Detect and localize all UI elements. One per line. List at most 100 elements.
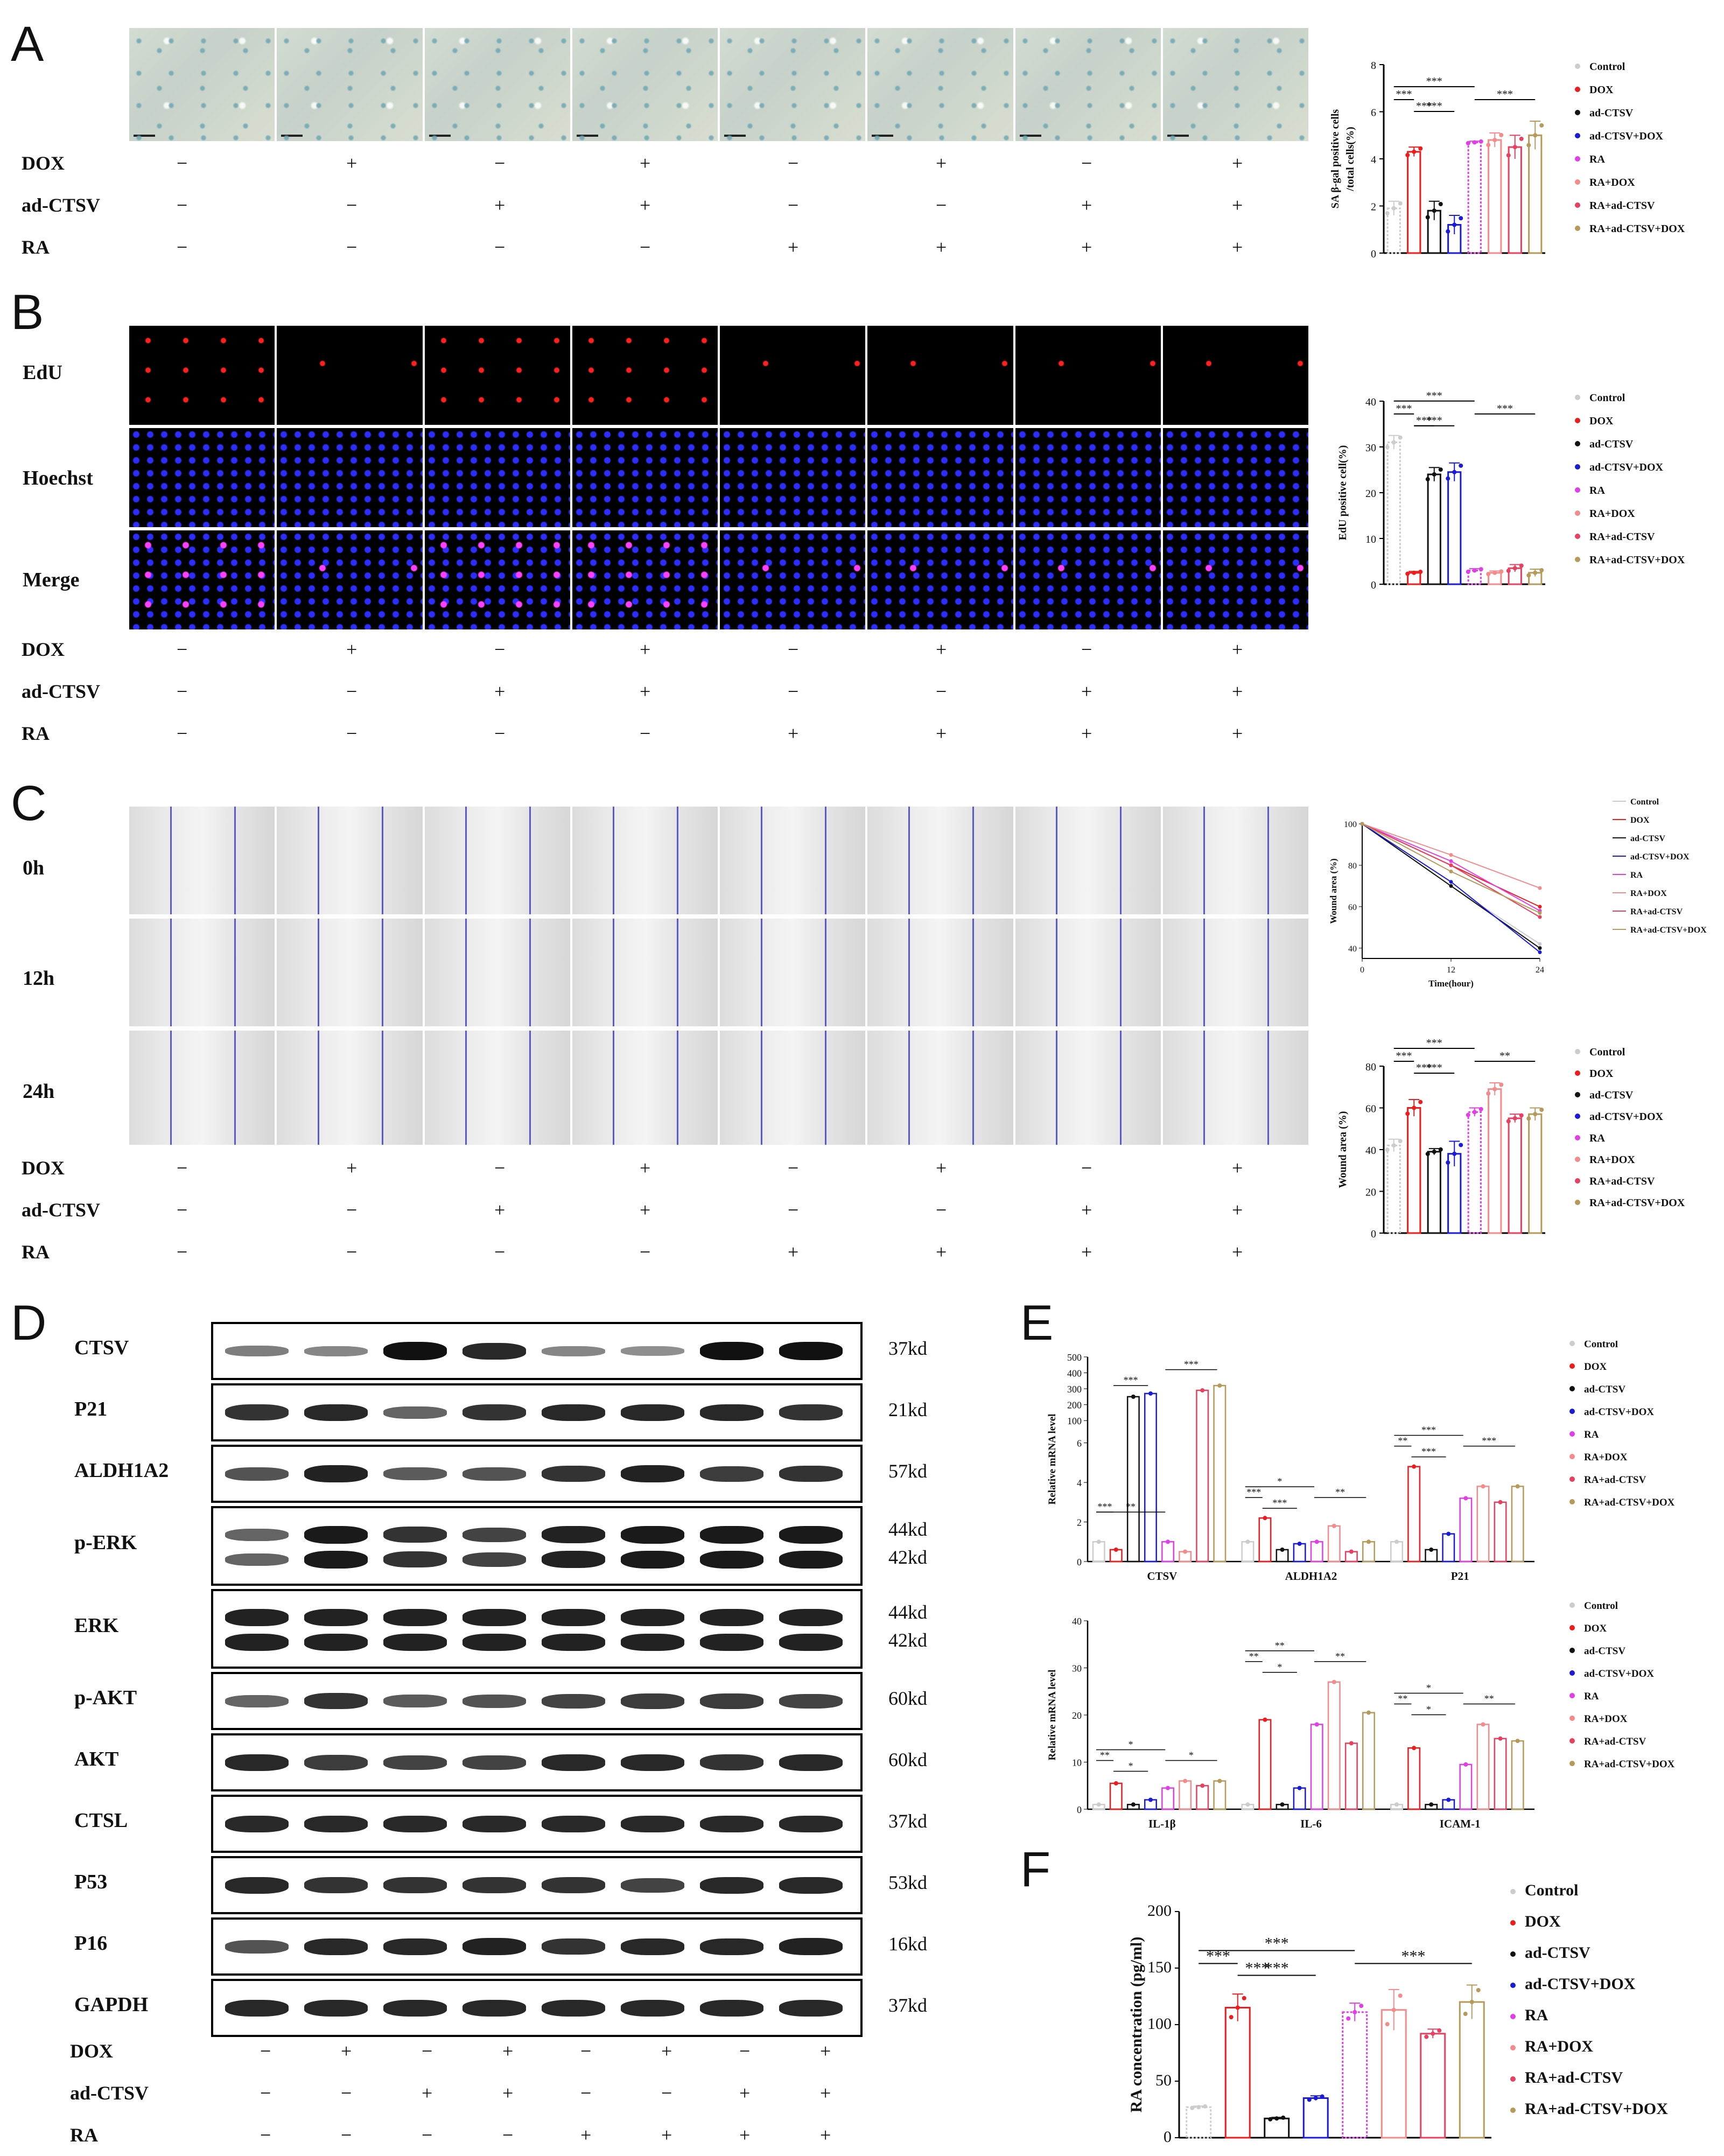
blot-band (700, 1999, 763, 2017)
treatment-mark: − (346, 1241, 358, 1263)
blot-band (542, 1999, 605, 2017)
treatment-mark: − (260, 2082, 271, 2104)
blot-band (304, 1465, 368, 1482)
treatment-mark: − (788, 1157, 799, 1179)
legend-marker (1510, 1951, 1516, 1957)
row-label-0h: 0h (23, 857, 45, 879)
significance-label: *** (1416, 100, 1432, 112)
blot-label: p-AKT (74, 1686, 137, 1709)
significance-label: ** (1100, 1750, 1110, 1761)
micrograph (1162, 428, 1308, 527)
blot-band (542, 1466, 605, 1482)
treatment-mark: + (788, 1241, 799, 1263)
legend-entry: RA (1630, 871, 1643, 880)
treatment-label-adctsv: ad-CTSV (22, 1199, 101, 1221)
data-point (1200, 1388, 1205, 1393)
significance-label: *** (1426, 1062, 1442, 1074)
data-point (1280, 1802, 1285, 1807)
blot-band (621, 1404, 684, 1421)
micrograph (867, 807, 1013, 914)
blot-label: P16 (74, 1932, 108, 1955)
bar (1196, 1389, 1209, 1563)
bar-ra (1467, 570, 1482, 585)
legend-entry: RA+DOX (1589, 1154, 1635, 1166)
treatment-mark: + (936, 236, 947, 258)
data-point (1131, 1802, 1136, 1807)
bar-ra-ad-ctsv-dox (1459, 2001, 1485, 2139)
significance-label: *** (1272, 1497, 1287, 1508)
data-point (1307, 2097, 1312, 2102)
treatment-mark: − (502, 2124, 514, 2146)
data-point (1148, 1391, 1153, 1396)
blot-band (700, 1466, 763, 1482)
blot-band (700, 1754, 763, 1770)
y-axis-label: EdU positive cell(%) (1337, 445, 1349, 541)
treatment-mark: − (177, 681, 188, 702)
legend-marker (1575, 110, 1580, 115)
blot-band (225, 1999, 289, 2017)
blot-band (621, 1815, 684, 1832)
significance-label: * (1277, 1662, 1282, 1672)
bar-control (1386, 1144, 1401, 1234)
bar (1293, 1543, 1306, 1563)
bar-ad-ctsv (1427, 1151, 1441, 1234)
bar (1126, 1396, 1140, 1563)
treatment-mark: − (494, 723, 506, 744)
y-tick-label: 20 (1365, 488, 1376, 500)
legend-entry: RA+DOX (1589, 177, 1635, 188)
treatment-mark: − (1081, 152, 1092, 174)
micrograph (720, 807, 866, 914)
legend-entry: DOX (1584, 1361, 1607, 1373)
blot-band (304, 1754, 368, 1770)
y-tick-label: 100 (1147, 2015, 1172, 2033)
data-point (1385, 211, 1390, 216)
legend-entry: RA+ad-CTSV+DOX (1589, 554, 1685, 566)
treatment-mark: − (640, 1241, 651, 1263)
micrograph (129, 428, 275, 527)
sa-bgal-image-strip (129, 28, 1308, 141)
legend-entry: RA+ad-CTSV+DOX (1525, 2100, 1668, 2118)
micrograph (277, 28, 423, 141)
bar-ad-ctsv (1264, 2117, 1290, 2139)
legend-marker (1510, 2076, 1516, 2082)
legend-marker (1569, 1716, 1575, 1721)
blot-label: ALDH1A2 (74, 1459, 169, 1482)
blot-band (542, 1938, 605, 1955)
blot-membrane (211, 1506, 863, 1586)
data-point (1280, 1547, 1285, 1552)
data-point (1463, 1762, 1468, 1767)
legend-marker (1569, 1499, 1575, 1504)
data-point (1452, 1151, 1457, 1156)
chart-a-sa-bgal: 0 2 4 6 8 SA β-gal positive cells/total cells… (1329, 60, 1685, 260)
data-point (1394, 1539, 1399, 1544)
data-point (1398, 1139, 1403, 1144)
data-point (1526, 143, 1531, 148)
legend-marker (1575, 202, 1580, 208)
treatment-mark: + (661, 2124, 672, 2146)
significance-label: ** (1126, 1501, 1136, 1512)
data-point (1349, 1741, 1354, 1746)
blot-kd-label: 37kd (888, 1338, 927, 1359)
blot-band (462, 1404, 526, 1420)
blot-band (779, 1404, 843, 1420)
data-point (1492, 570, 1497, 575)
data-point (1472, 140, 1477, 145)
y-tick-label: 10 (1072, 1758, 1082, 1768)
x-category-label: ALDH1A2 (1285, 1570, 1337, 1583)
micrograph (720, 919, 866, 1026)
data-point (1519, 1113, 1524, 1118)
y-tick-label: 400 (1067, 1368, 1082, 1379)
bar-ra-ad-ctsv-dox (1528, 1113, 1543, 1234)
data-point (1331, 1523, 1336, 1528)
treatment-label-dox: DOX (22, 639, 65, 660)
hoechst-image-strip (129, 428, 1308, 527)
blot-band (462, 1694, 526, 1708)
treatment-mark: + (346, 152, 358, 174)
blot-membrane (211, 1795, 863, 1853)
y-axis-label: /total cells(%) (1344, 127, 1356, 191)
blot-membrane (211, 1589, 863, 1669)
significance-label: *** (1124, 1375, 1138, 1385)
treatment-mark: + (1081, 194, 1092, 216)
edu-image-strip (129, 326, 1308, 425)
legend-marker (1575, 156, 1580, 162)
